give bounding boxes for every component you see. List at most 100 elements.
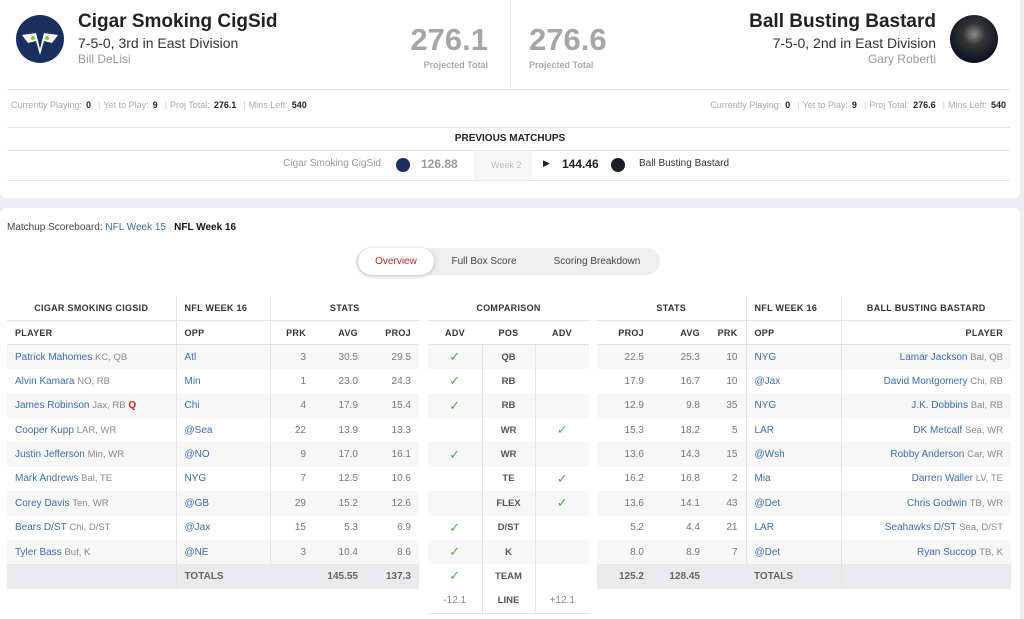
home-live-stats: Currently Playing: 0 | Yet to Play: 9 | Proj T… (11, 100, 307, 110)
prev-home-logo (396, 158, 410, 172)
prk-value: 10 (708, 344, 747, 370)
col-opp: OPP (746, 320, 842, 346)
advantage-right: ✓ (535, 417, 589, 443)
player-name-link[interactable]: Justin Jefferson (15, 449, 85, 461)
comparison-row: TE ✓ (428, 466, 589, 492)
player-name-link[interactable]: Corey Davis (15, 497, 70, 509)
advantage-right: ✓ (535, 491, 589, 516)
player-name-link[interactable]: Chris Godwin (906, 497, 967, 509)
player-name-link[interactable]: Tyler Bass (15, 546, 62, 558)
tab-scoring-breakdown[interactable]: Scoring Breakdown (553, 256, 641, 267)
player-cell: Seahawks D/ST Sea, D/ST (841, 515, 1011, 540)
advantage-left: ✓ (428, 442, 483, 467)
player-name-link[interactable]: Ryan Succop (916, 546, 977, 558)
proj-value: 8.6 (366, 539, 419, 565)
prev-week[interactable]: Week 2 (491, 160, 522, 170)
prev-away-score: 144.46 (562, 157, 599, 171)
opponent-link[interactable]: @NE (176, 539, 271, 565)
advantage-right (535, 515, 589, 540)
checkmark-icon: ✓ (449, 397, 461, 413)
avg-value: 17.9 (314, 393, 366, 418)
player-team-position: TB, WR (969, 497, 1003, 509)
avg-value: 23.0 (314, 369, 366, 394)
opponent-link[interactable]: @Sea (176, 417, 271, 443)
player-name-link[interactable]: Bears D/ST (15, 522, 67, 534)
home-projected-label: Projected Total (423, 60, 488, 70)
opponent-link[interactable]: LAR (746, 515, 842, 540)
opponent-link[interactable]: @Wsh (746, 442, 842, 467)
table-row: 16.2 16.8 2 Mia Darren Waller LV, TE (597, 466, 1011, 492)
opponent-link[interactable]: Mia (746, 466, 842, 492)
opponent-link[interactable]: @Jax (746, 369, 842, 394)
away-team-record: 7-5-0, 2nd in East Division (772, 35, 936, 51)
opponent-link[interactable]: LAR (746, 417, 842, 443)
col-pos: POS (482, 320, 535, 346)
comparison-row: ✓ QB (428, 344, 589, 370)
tab-full-box-score[interactable]: Full Box Score (451, 256, 517, 267)
avg-value: 4.4 (652, 515, 708, 540)
avg-value: 16.8 (652, 466, 708, 492)
advantage-left: ✓ (428, 515, 483, 540)
checkmark-icon: ✓ (449, 373, 461, 389)
opponent-link[interactable]: NYG (746, 393, 842, 418)
player-name-link[interactable]: Robby Anderson (890, 449, 965, 461)
opponent-link[interactable]: @GB (176, 491, 271, 516)
player-name-link[interactable]: Seahawks D/ST (884, 522, 957, 534)
opponent-link[interactable]: @Det (746, 539, 842, 565)
player-name-link[interactable]: DK Metcalf (913, 424, 963, 436)
checkmark-icon: ✓ (556, 495, 568, 511)
week-cell (474, 151, 532, 180)
away-team-avatar[interactable] (950, 15, 998, 63)
comparison-row: ✓ RB (428, 369, 589, 394)
player-cell: James Robinson Jax, RB Q (7, 393, 177, 418)
player-name-link[interactable]: Patrick Mahomes (15, 351, 93, 363)
player-name-link[interactable]: James Robinson (15, 400, 90, 412)
player-name-link[interactable]: J.K. Dobbins (911, 400, 968, 412)
scoreboard-nav: Matchup Scoreboard: NFL Week 15 | NFL We… (7, 222, 237, 233)
player-team-position: Min, WR (87, 449, 125, 461)
player-name-link[interactable]: Cooper Kupp (15, 424, 74, 436)
total-avg: 128.45 (652, 564, 708, 589)
opponent-link[interactable]: NYG (176, 466, 271, 492)
player-name-link[interactable]: David Montgomery (883, 375, 968, 387)
home-team-name[interactable]: Cigar Smoking CigSid (78, 11, 278, 32)
avg-value: 10.4 (314, 539, 366, 565)
home-team-logo[interactable] (16, 15, 64, 63)
opponent-link[interactable]: @Jax (176, 515, 271, 540)
player-name-link[interactable]: Mark Andrews (15, 473, 79, 485)
player-cell: Robby Anderson Car, WR (841, 442, 1011, 467)
opponent-link[interactable]: @NO (176, 442, 271, 467)
opponent-link[interactable]: @Det (746, 491, 842, 516)
proj-value: 15.3 (597, 417, 652, 443)
previous-matchups-title: PREVIOUS MATCHUPS (454, 133, 566, 144)
table-row: 22.5 25.3 10 NYG Lamar Jackson Bal, QB (597, 344, 1011, 370)
table-row: Patrick Mahomes KC, QB Atl 3 30.5 29.5 (7, 344, 419, 370)
avg-value: 8.9 (652, 539, 708, 565)
player-cell: Cooper Kupp LAR, WR (7, 417, 177, 443)
opponent-link[interactable]: Chi (176, 393, 271, 418)
empty-cell (270, 564, 314, 589)
opponent-link[interactable]: NYG (746, 344, 842, 370)
comparison-header: COMPARISON (428, 296, 589, 321)
opponent-link[interactable]: Atl (176, 344, 271, 370)
player-team-position: LAR, WR (76, 424, 117, 436)
prk-value: 10 (708, 369, 747, 394)
prk-value: 15 (270, 515, 314, 540)
position-label: WR (482, 417, 536, 443)
avg-value: 12.5 (314, 466, 366, 492)
player-name-link[interactable]: Alvin Kamara (15, 375, 75, 387)
opponent-link[interactable]: Min (176, 369, 271, 394)
avg-value: 25.3 (652, 344, 708, 370)
away-team-name[interactable]: Ball Busting Bastard (749, 11, 936, 32)
totals-row: TOTALS 145.55 137.3 (7, 564, 419, 589)
table-row: 12.9 9.8 35 NYG J.K. Dobbins Bal, RB (597, 393, 1011, 418)
prev-week-link[interactable]: NFL Week 15 (105, 222, 166, 233)
checkmark-icon: ✓ (449, 519, 461, 535)
player-name-link[interactable]: Darren Waller (911, 473, 973, 485)
checkmark-icon: ✓ (556, 422, 568, 438)
player-name-link[interactable]: Lamar Jackson (899, 351, 968, 363)
table-row: 15.3 18.2 5 LAR DK Metcalf Sea, WR (597, 417, 1011, 443)
empty-cell (7, 588, 419, 614)
tab-overview[interactable]: Overview (358, 248, 434, 275)
prk-value: 35 (708, 393, 747, 418)
